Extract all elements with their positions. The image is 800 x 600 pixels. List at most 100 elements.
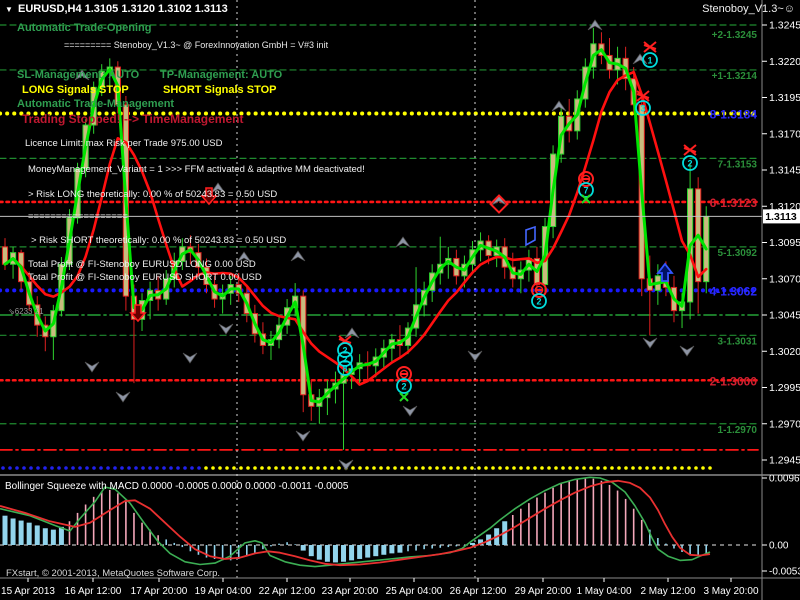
ribbon-dot: [57, 466, 61, 470]
macd-bar: [324, 545, 330, 562]
price-axis-label[interactable]: 1.3070: [769, 273, 800, 285]
red-down-arrow-icon: [129, 304, 147, 323]
ribbon-dot: [435, 466, 439, 470]
cyan-ring: [396, 378, 412, 394]
cyan-ring: [682, 155, 698, 171]
price-axis-label[interactable]: 1.3245: [769, 20, 800, 32]
cyan-circle-icon: 2: [337, 351, 353, 367]
fractal-up-arrow-icon: [551, 100, 567, 112]
time-axis-label[interactable]: 19 Apr 04:00: [195, 586, 252, 597]
symbol-dropdown-icon[interactable]: ▼: [5, 5, 13, 14]
macd-subwindow-layer: [0, 476, 758, 568]
time-axis-label[interactable]: 16 Apr 12:00: [65, 586, 122, 597]
current-price-box: [763, 209, 800, 224]
ribbon-dot: [204, 466, 208, 470]
ribbon-dot: [533, 466, 537, 470]
price-axis-label[interactable]: 1.2945: [769, 455, 800, 467]
fractal-up-arrow-icon: [74, 69, 90, 81]
level-label: 3-1.3031: [718, 336, 758, 347]
ribbon-dot: [575, 466, 579, 470]
ribbon-dot: [120, 466, 124, 470]
ribbon-dot: [295, 466, 299, 470]
cyan-number: 3: [640, 103, 645, 113]
ribbon-dot: [680, 466, 684, 470]
time-axis-label[interactable]: 26 Apr 12:00: [450, 586, 507, 597]
ribbon-dot: [323, 466, 327, 470]
time-axis-label[interactable]: 3 May 20:00: [703, 586, 758, 597]
time-axis-label[interactable]: 2 May 12:00: [640, 586, 695, 597]
ribbon-dot: [337, 466, 341, 470]
time-axis-label[interactable]: 17 Apr 20:00: [131, 586, 188, 597]
overlay-text-line: TP-Management: AUTO: [160, 69, 283, 81]
ribbon-dot: [113, 466, 117, 470]
red-diamond-icon: [489, 194, 509, 214]
ribbon-dot: [477, 466, 481, 470]
ribbon-dot: [645, 466, 649, 470]
ribbon-dot: [71, 466, 75, 470]
candle: [316, 388, 323, 424]
level-label: 4-1.3062: [710, 284, 758, 298]
ribbon-dot: [8, 466, 12, 470]
price-axis-label[interactable]: 1.3095: [769, 237, 800, 249]
price-axis-label[interactable]: 1.3045: [769, 310, 800, 322]
price-axis-label[interactable]: 1.3220: [769, 56, 800, 68]
cyan-circle-icon: 2: [531, 293, 547, 309]
time-axis-label[interactable]: 15 Apr 2013: [1, 586, 55, 597]
ribbon-dot: [176, 466, 180, 470]
cyan-number: 7: [583, 185, 588, 195]
price-axis-label[interactable]: 1.3020: [769, 346, 800, 358]
ribbon-dot: [29, 466, 33, 470]
ribbon-dot: [253, 466, 257, 470]
ribbon-dot: [554, 466, 558, 470]
sub-axis-label[interactable]: 0.0096: [769, 474, 800, 485]
ribbon-dot: [638, 466, 642, 470]
ribbon-dot: [393, 466, 397, 470]
overlay-text-line: ⇘6233 21: [8, 307, 44, 316]
cyan-number: 2: [687, 158, 692, 168]
ribbon-dot: [99, 466, 103, 470]
price-axis-label[interactable]: 1.3195: [769, 92, 800, 104]
overlay-text-line: Automatic Trade-Opening: [17, 22, 151, 34]
sub-axis-label[interactable]: -0.0053: [769, 567, 800, 578]
ribbon-dot: [190, 466, 194, 470]
blue-up-arrow-icon: [656, 262, 674, 282]
overlay-text-line: ==================: [28, 211, 128, 222]
time-axis-label[interactable]: 22 Apr 12:00: [259, 586, 316, 597]
ribbon-dot: [351, 466, 355, 470]
time-axis-label[interactable]: 1 May 04:00: [576, 586, 631, 597]
ribbon-dot: [666, 466, 670, 470]
ribbon-dot: [589, 466, 593, 470]
fractal-down-arrow-icon: [642, 337, 658, 349]
ribbon-dot: [484, 466, 488, 470]
fractal-up-arrow-icon: [395, 236, 411, 248]
price-axis-label[interactable]: 1.3170: [769, 128, 800, 140]
macd-bar: [469, 542, 475, 545]
red-down-arrow-shape: [129, 304, 147, 323]
price-axis-label[interactable]: 1.3145: [769, 165, 800, 177]
candle: [695, 177, 702, 314]
cyan-ring: [642, 52, 658, 68]
macd-bar: [42, 528, 48, 545]
ribbon-dot: [400, 466, 404, 470]
level-label: 1-1.2970: [718, 425, 758, 436]
ribbon-dot: [183, 466, 187, 470]
price-axis-label[interactable]: 1.2995: [769, 382, 800, 394]
time-axis-label[interactable]: 25 Apr 04:00: [386, 586, 443, 597]
time-axis-label[interactable]: 23 Apr 20:00: [322, 586, 379, 597]
sub-axis-label[interactable]: 0.00: [769, 541, 789, 552]
cyan-number: 1: [647, 55, 652, 65]
ribbon-dot: [358, 466, 362, 470]
red-no-entry-icon: [396, 366, 412, 382]
ribbon-dot: [449, 466, 453, 470]
cyan-number: 2: [342, 354, 347, 364]
time-axis-label[interactable]: 29 Apr 20:00: [515, 586, 572, 597]
cyan-number: 2: [342, 345, 347, 355]
ribbon-dot: [512, 466, 516, 470]
red-x-icon: [643, 41, 657, 53]
ribbon-dot: [673, 466, 677, 470]
level-label: 2-1.3000: [710, 374, 758, 388]
moving-averages-layer: [3, 48, 708, 404]
price-axis-label[interactable]: 1.2970: [769, 418, 800, 430]
